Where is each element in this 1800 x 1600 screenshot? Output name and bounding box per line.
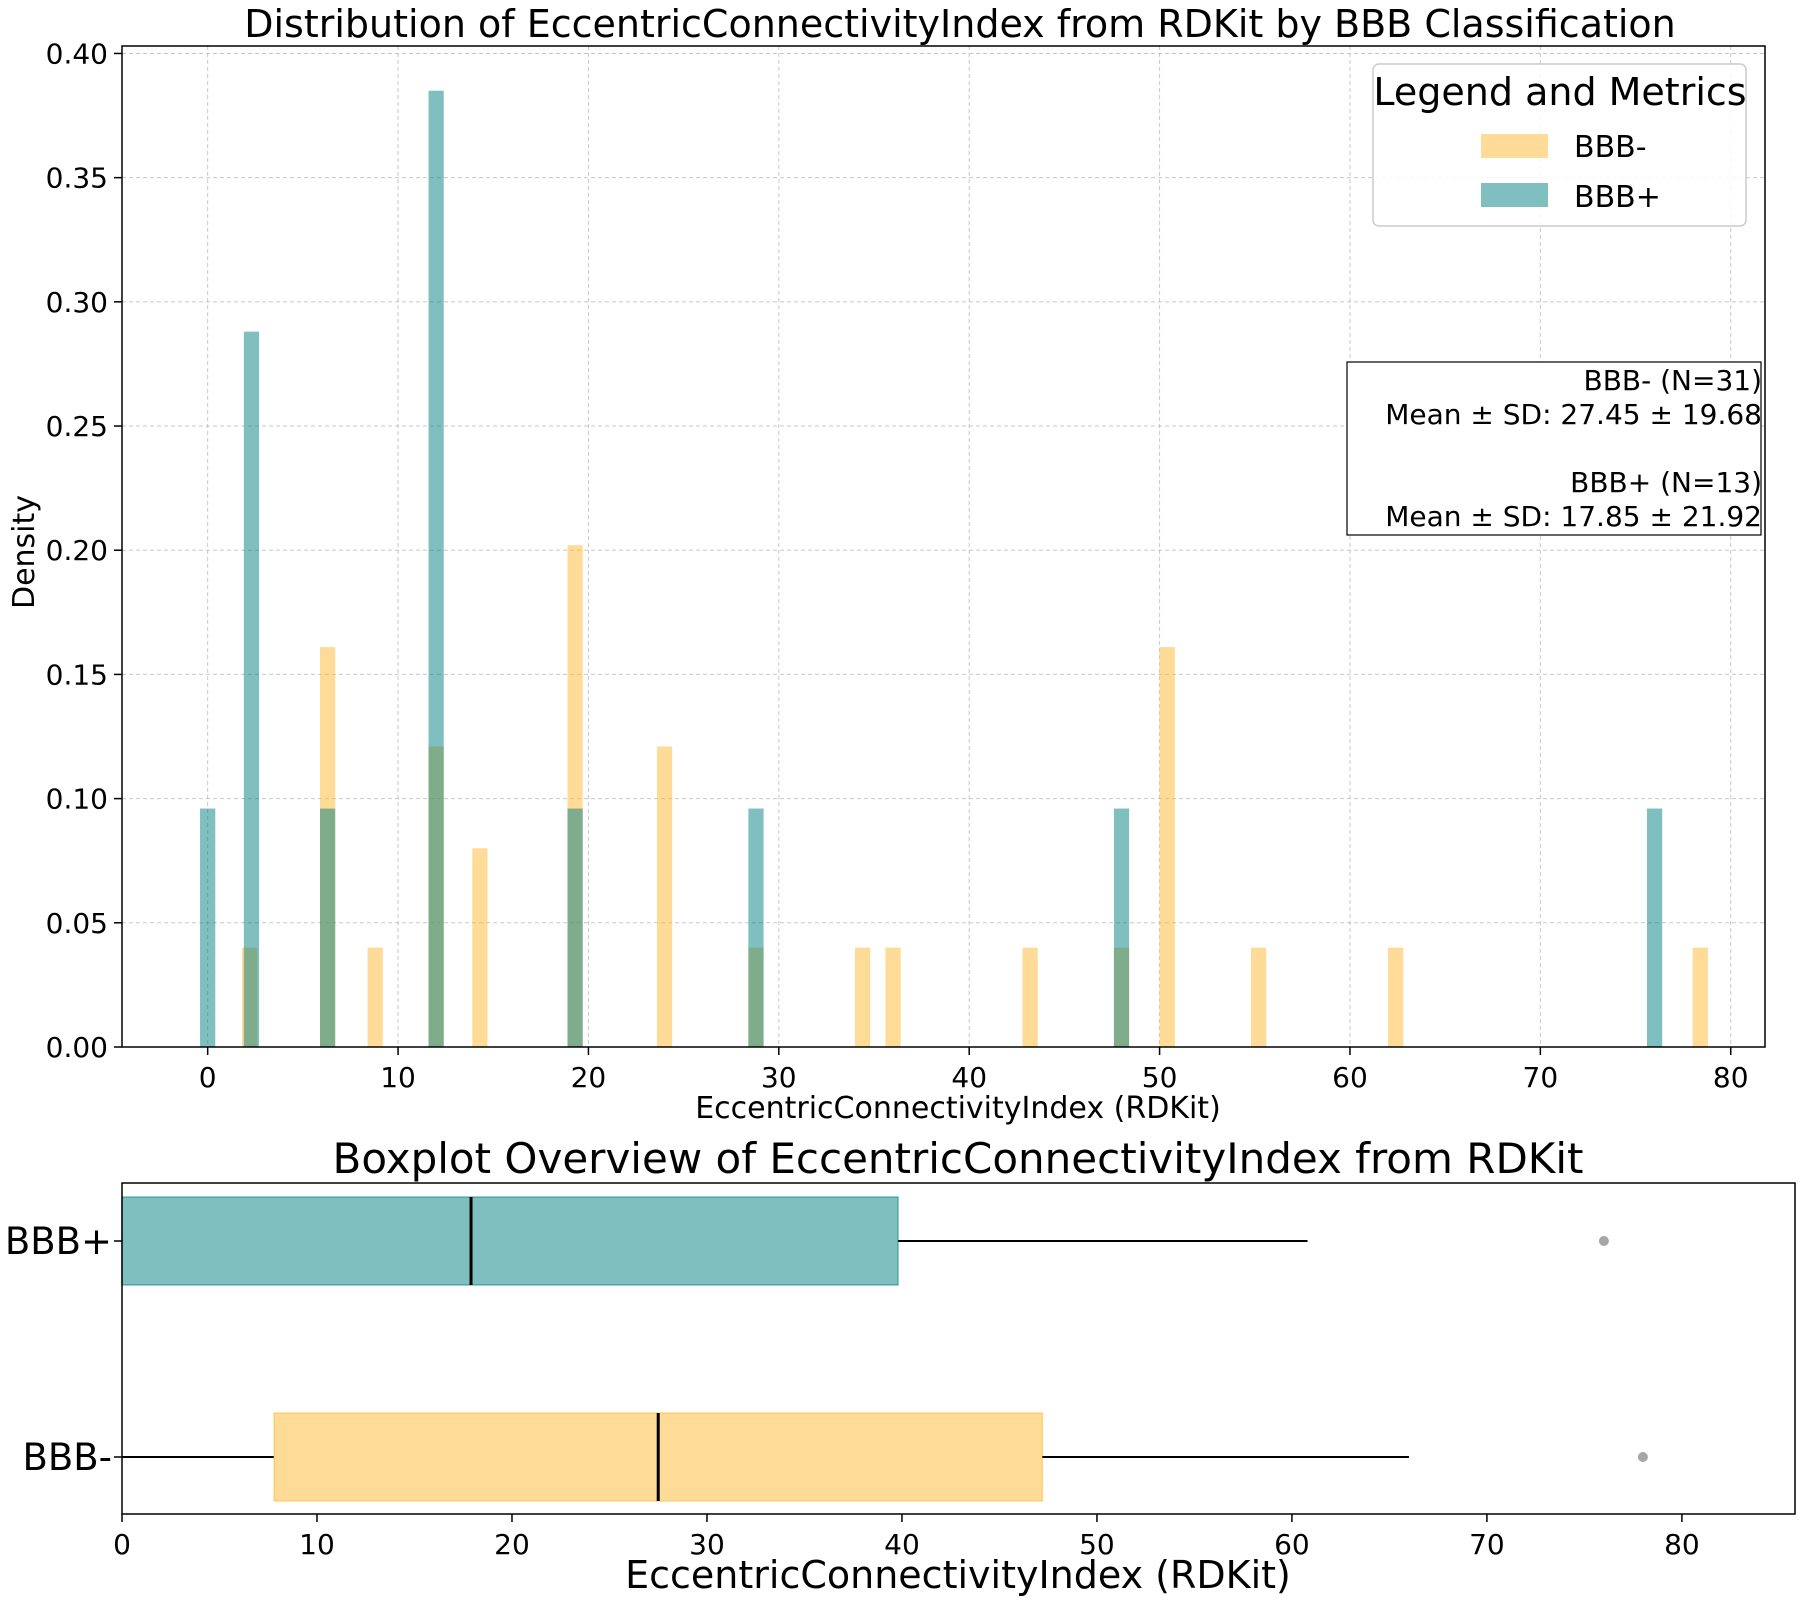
boxplot-title: Boxplot Overview of EccentricConnectivit… (333, 1134, 1584, 1183)
boxplot-x-tick-label: 10 (299, 1528, 335, 1561)
histogram-x-tick-label: 0 (199, 1061, 217, 1094)
histogram-x-tick-label: 30 (761, 1061, 797, 1094)
histogram-x-tick-label: 10 (380, 1061, 416, 1094)
boxplot-y-tick-label-bbb-plus: BBB+ (5, 1220, 112, 1263)
histogram-y-tick-label: 0.35 (46, 162, 108, 195)
histogram-x-tick-label: 80 (1713, 1061, 1749, 1094)
metrics-box: BBB- (N=31) Mean ± SD: 27.45 ± 19.68 BBB… (1346, 361, 1762, 536)
metrics-line-bbb-minus-n: BBB- (N=31) (1583, 364, 1762, 397)
bar-bbb-plus (567, 808, 583, 1047)
histogram-y-tick-label: 0.05 (46, 907, 108, 940)
bar-bbb-minus (1250, 947, 1267, 1047)
legend-title: Legend and Metrics (1373, 70, 1746, 114)
histogram-x-axis-label: EccentricConnectivityIndex (RDKit) (695, 1091, 1221, 1126)
histogram-x-ticks: 0 10 20 30 40 50 60 70 80 (199, 1047, 1749, 1094)
boxplot-x-tick-label: 60 (1274, 1528, 1310, 1561)
legend-swatch-bbb-minus (1481, 134, 1548, 158)
metrics-line-bbb-plus-mean: Mean ± SD: 17.85 ± 21.92 (1385, 500, 1762, 533)
boxplot-y-ticks: BBB+ BBB- (5, 1220, 122, 1479)
histogram-plot-frame (121, 45, 1766, 1048)
boxplot-x-tick-label: 40 (884, 1528, 920, 1561)
histogram-x-tick-label: 60 (1332, 1061, 1368, 1094)
bar-bbb-plus (1113, 808, 1130, 1047)
bar-bbb-minus (1388, 947, 1404, 1047)
histogram-y-tick-label: 0.40 (46, 37, 108, 70)
boxplot-x-ticks: 0 10 20 30 40 50 60 70 80 (113, 1514, 1700, 1561)
boxplot-plot-frame (121, 1182, 1796, 1515)
bar-bbb-plus (200, 808, 216, 1047)
bar-bbb-plus (319, 808, 336, 1047)
bar-bbb-minus (1022, 947, 1038, 1047)
boxplot-outlier-bbb-plus (1598, 1236, 1609, 1246)
boxplot-outlier-bbb-minus (1637, 1452, 1648, 1462)
legend: Legend and Metrics BBB- BBB+ (1372, 63, 1747, 227)
histogram-title: Distribution of EccentricConnectivityInd… (244, 2, 1676, 46)
boxplot-panel: Boxplot Overview of EccentricConnectivit… (5, 1134, 1796, 1597)
histogram-y-tick-label: 0.15 (46, 658, 108, 691)
legend-label-bbb-plus: BBB+ (1574, 180, 1661, 215)
metrics-box-frame (1346, 361, 1762, 536)
boxplot-x-tick-label: 0 (113, 1528, 131, 1561)
boxplot-y-tick-label-bbb-minus: BBB- (22, 1436, 112, 1479)
histogram-x-tick-label: 70 (1523, 1061, 1559, 1094)
bar-bbb-plus (243, 331, 260, 1048)
boxplot-box-bbb-plus (121, 1196, 899, 1286)
histogram-y-tick-label: 0.10 (46, 783, 108, 816)
boxplot-x-tick-label: 50 (1079, 1528, 1115, 1561)
boxplot-x-tick-label: 70 (1469, 1528, 1505, 1561)
histogram-panel: Distribution of EccentricConnectivityInd… (7, 2, 1766, 1126)
bar-bbb-minus (367, 947, 383, 1047)
histogram-x-tick-label: 50 (1142, 1061, 1178, 1094)
metrics-line-bbb-plus-n: BBB+ (N=13) (1570, 466, 1762, 499)
bar-bbb-minus (1692, 947, 1708, 1047)
bar-bbb-minus (1159, 647, 1175, 1047)
histogram-x-tick-label: 40 (951, 1061, 987, 1094)
boxplot-elements (121, 1196, 1648, 1502)
metrics-line-bbb-minus-mean: Mean ± SD: 27.45 ± 19.68 (1385, 398, 1762, 431)
boxplot-x-axis-label: EccentricConnectivityIndex (RDKit) (625, 1553, 1291, 1597)
legend-swatch-bbb-plus (1481, 183, 1548, 207)
bar-bbb-plus (748, 808, 764, 1047)
boxplot-x-tick-label: 30 (689, 1528, 725, 1561)
bar-bbb-minus (472, 848, 488, 1047)
histogram-y-tick-label: 0.20 (46, 534, 108, 567)
histogram-y-tick-label: 0.30 (46, 286, 108, 319)
histogram-y-ticks: 0.00 0.05 0.10 0.15 0.20 0.25 0.30 0.35 0.40 (46, 37, 122, 1064)
histogram-bars (200, 90, 1708, 1048)
bar-bbb-minus (656, 746, 673, 1047)
histogram-y-tick-label: 0.00 (46, 1031, 108, 1064)
histogram-y-axis-label: Density (7, 495, 42, 609)
histogram-x-tick-label: 20 (571, 1061, 607, 1094)
boxplot-x-tick-label: 80 (1664, 1528, 1700, 1561)
legend-label-bbb-minus: BBB- (1574, 130, 1647, 165)
boxplot-x-tick-label: 20 (494, 1528, 530, 1561)
histogram-y-tick-label: 0.25 (46, 410, 108, 443)
bar-bbb-minus (854, 947, 871, 1047)
bar-bbb-plus (428, 90, 444, 1048)
bar-bbb-plus (1646, 808, 1663, 1047)
bar-bbb-minus (885, 947, 901, 1047)
legend-frame (1372, 63, 1747, 227)
